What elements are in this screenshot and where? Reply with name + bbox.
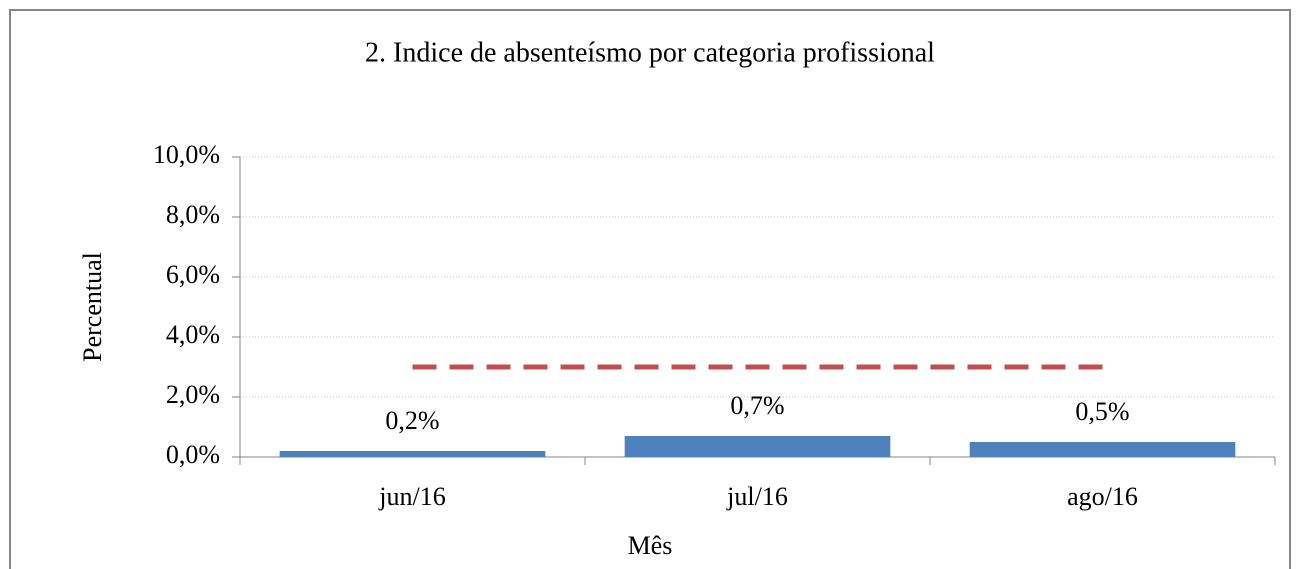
data-label: 0,2% [385, 406, 439, 435]
bar [624, 436, 891, 457]
y-axis-title: Percentual [78, 252, 107, 362]
x-tick-label: jul/16 [726, 482, 788, 511]
data-label: 0,5% [1075, 397, 1129, 426]
chart-frame [9, 9, 1291, 569]
data-label: 0,7% [730, 391, 784, 420]
bar [969, 442, 1236, 457]
x-tick-label: jun/16 [378, 482, 445, 511]
y-tick-label: 10,0% [153, 140, 220, 169]
y-tick-label: 2,0% [166, 380, 220, 409]
y-tick-label: 4,0% [166, 320, 220, 349]
chart-title: 2. Indice de absenteísmo por categoria p… [365, 37, 935, 68]
bar [279, 451, 546, 457]
x-axis-title: Mês [628, 531, 673, 560]
y-tick-label: 0,0% [166, 440, 220, 469]
x-tick-label: ago/16 [1067, 482, 1138, 511]
y-tick-label: 6,0% [166, 260, 220, 289]
y-tick-label: 8,0% [166, 200, 220, 229]
